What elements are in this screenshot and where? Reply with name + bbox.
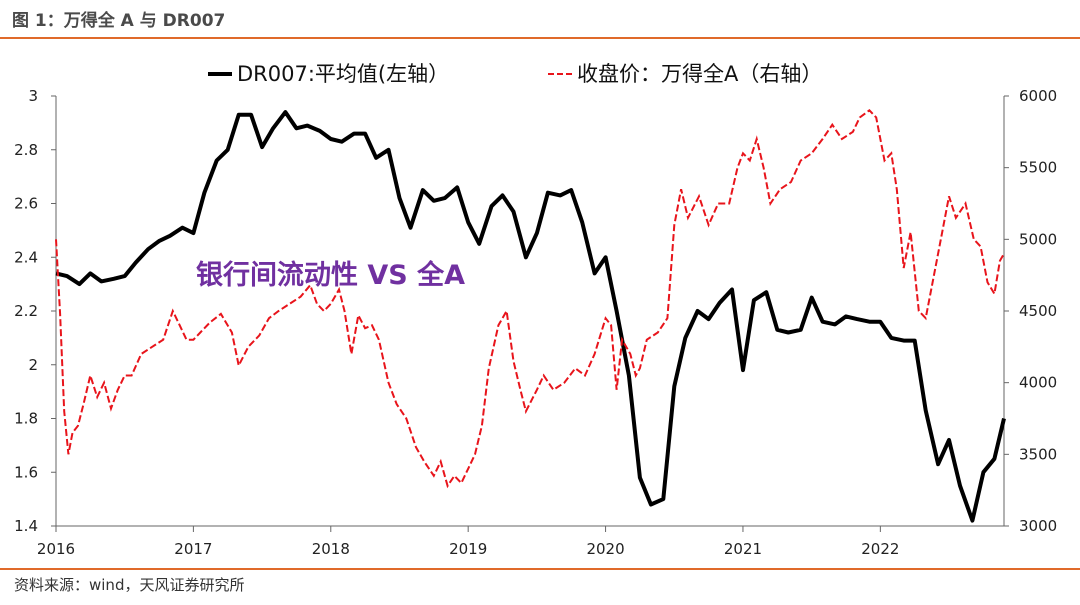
right-tick-label: 4500 (1019, 302, 1057, 320)
left-tick-label: 1.6 (14, 463, 38, 481)
footer-rule (0, 568, 1080, 570)
chart-axes: 1.4 1.6 1.8 2 2.2 2.4 2.6 2.8 3 3000 3500 4000 4500 5… (14, 87, 1057, 558)
figure-title: 图 1：万得全 A 与 DR007 (12, 11, 226, 31)
line-chart: 1.4 1.6 1.8 2 2.2 2.4 2.6 2.8 3 3000 3500 4000 4500 5… (14, 62, 1057, 558)
x-tick-label: 2017 (174, 540, 212, 558)
right-tick-label: 4000 (1019, 374, 1057, 392)
left-tick-label: 2.2 (14, 302, 38, 320)
x-tick-label: 2021 (724, 540, 762, 558)
left-tick-label: 2.4 (14, 248, 38, 266)
left-tick-label: 2.8 (14, 141, 38, 159)
series-line-wind-a (55, 108, 1005, 489)
chart-series (55, 108, 1006, 523)
right-tick-label: 3000 (1019, 517, 1057, 535)
right-tick-label: 5000 (1019, 230, 1057, 248)
left-tick-label: 1.8 (14, 410, 38, 428)
chart-legend: DR007:平均值(左轴） 收盘价：万得全A（右轴） (208, 62, 822, 86)
right-tick-label: 6000 (1019, 87, 1057, 105)
source-note: 资料来源：wind，天风证券研究所 (14, 576, 245, 594)
x-tick-label: 2018 (312, 540, 350, 558)
x-tick-label: 2016 (37, 540, 75, 558)
legend-label-dr007: DR007:平均值(左轴） (237, 62, 449, 86)
chart-annotation: 银行间流动性 VS 全A (196, 259, 465, 291)
header-rule (0, 37, 1080, 39)
left-tick-label: 3 (28, 87, 38, 105)
right-tick-label: 5500 (1019, 159, 1057, 177)
right-tick-label: 3500 (1019, 445, 1057, 463)
series-line-dr007 (55, 110, 1006, 523)
left-tick-label: 2 (28, 356, 38, 374)
x-tick-label: 2022 (861, 540, 899, 558)
left-tick-label: 1.4 (14, 517, 38, 535)
legend-label-wind-a: 收盘价：万得全A（右轴） (577, 62, 822, 86)
left-tick-label: 2.6 (14, 195, 38, 213)
x-tick-label: 2019 (449, 540, 487, 558)
x-tick-label: 2020 (586, 540, 624, 558)
